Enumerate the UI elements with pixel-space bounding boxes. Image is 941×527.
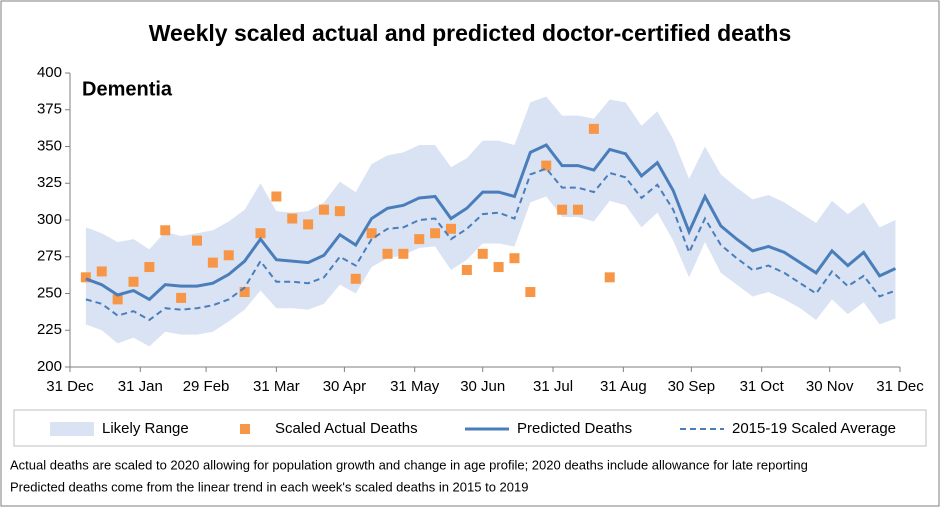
actual-marker [223, 250, 234, 261]
y-tick-label: 375 [37, 101, 62, 118]
actual-marker [207, 257, 218, 268]
actual-marker [144, 262, 155, 273]
legend-box [13, 409, 927, 447]
actual-marker [239, 287, 250, 298]
actual-marker [334, 206, 345, 217]
x-tick-label: 31 Mar [253, 378, 300, 395]
y-tick-label: 250 [37, 284, 62, 301]
actual-marker [493, 262, 504, 273]
likely-range [85, 96, 896, 347]
legend-label: Likely Range [102, 420, 189, 437]
actual-marker [445, 223, 456, 234]
annotation: Dementia [82, 78, 173, 100]
actual-marker [128, 276, 139, 287]
actual-marker [112, 294, 123, 305]
actual-marker [477, 248, 488, 259]
x-tick-label: 30 Sep [668, 378, 716, 395]
legend-swatch [240, 424, 250, 434]
y-tick-label: 225 [37, 321, 62, 338]
legend-label: 2015-19 Scaled Average [732, 420, 896, 437]
legend-swatch [50, 422, 94, 436]
x-tick-label: 31 Dec [46, 378, 94, 395]
footnote: Actual deaths are scaled to 2020 allowin… [10, 457, 808, 472]
x-tick-label: 31 May [390, 378, 440, 395]
actual-marker [382, 248, 393, 259]
y-tick-label: 275 [37, 248, 62, 265]
legend-label: Scaled Actual Deaths [275, 420, 418, 437]
actual-marker [366, 228, 377, 239]
footnote: Predicted deaths come from the linear tr… [10, 479, 528, 494]
x-tick-label: 31 Aug [600, 378, 647, 395]
actual-marker [160, 225, 171, 236]
actual-marker [96, 266, 107, 277]
actual-marker [287, 213, 298, 224]
legend-label: Predicted Deaths [517, 420, 632, 437]
actual-marker [303, 219, 314, 230]
actual-marker [588, 123, 599, 134]
actual-marker [318, 204, 329, 215]
x-tick-label: 31 Jul [533, 378, 573, 395]
x-tick-label: 31 Oct [740, 378, 785, 395]
actual-marker [176, 292, 187, 303]
actual-marker [191, 235, 202, 246]
x-tick-label: 29 Feb [183, 378, 230, 395]
y-tick-label: 325 [37, 174, 62, 191]
actual-marker [461, 264, 472, 275]
x-tick-label: 30 Nov [806, 378, 854, 395]
actual-marker [255, 228, 266, 239]
y-tick-label: 350 [37, 137, 62, 154]
actual-marker [557, 204, 568, 215]
actual-marker [604, 272, 615, 283]
predicted-line [85, 143, 897, 302]
y-tick-label: 400 [37, 64, 62, 81]
average-line [85, 167, 896, 322]
actual-marker [430, 228, 441, 239]
actual-marker [509, 253, 520, 264]
x-tick-label: 31 Jan [118, 378, 163, 395]
y-tick-label: 300 [37, 211, 62, 228]
x-tick-label: 30 Jun [460, 378, 505, 395]
y-tick-label: 200 [37, 358, 62, 375]
actual-marker [350, 273, 361, 284]
actual-marker [572, 204, 583, 215]
x-tick-label: 31 Dec [876, 378, 924, 395]
actual-marker [541, 160, 552, 171]
actual-marker [80, 272, 91, 283]
actual-marker [525, 287, 536, 298]
chart-title: Weekly scaled actual and predicted docto… [149, 20, 792, 46]
actual-marker [271, 191, 282, 202]
actual-marker [398, 248, 409, 259]
x-tick-label: 30 Apr [323, 378, 366, 395]
actual-marker [414, 234, 425, 245]
